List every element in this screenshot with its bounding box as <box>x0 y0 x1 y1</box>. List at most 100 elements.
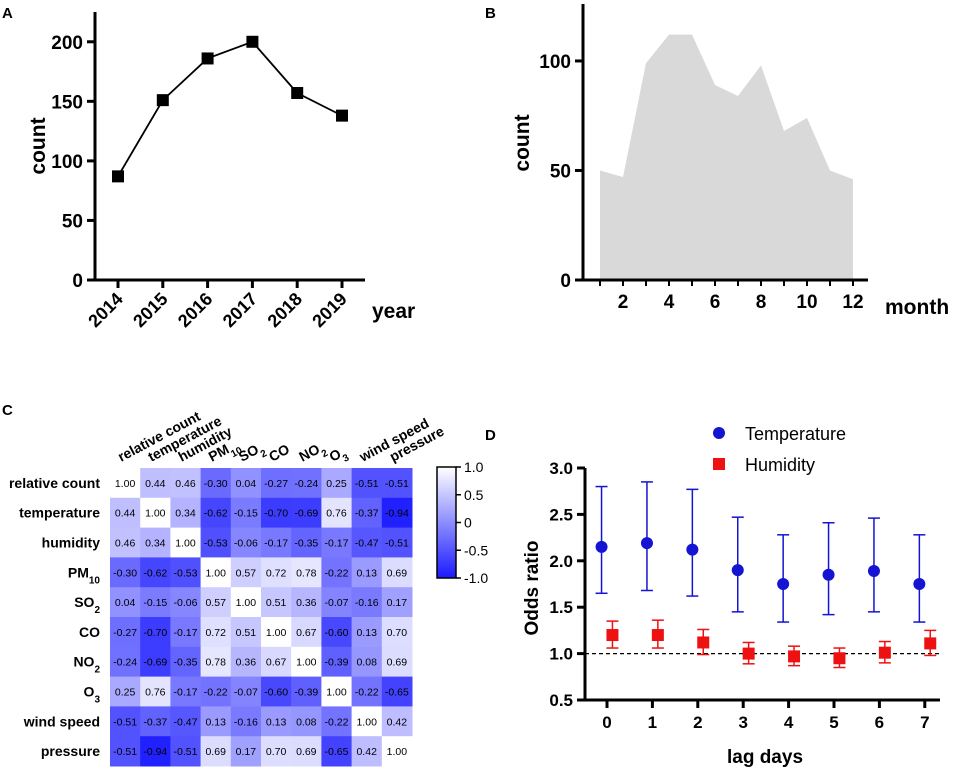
panel-a-line-chart: 0 50 100 150 200 2014 2015 2016 2017 2018 2019 coun… <box>27 12 415 331</box>
c-heatmap-cell <box>140 706 171 737</box>
c-colorbar-tick-label: -1.0 <box>464 570 488 586</box>
c-cell-value: 1.00 <box>145 508 166 520</box>
c-cell-value: 0.08 <box>356 657 377 669</box>
c-cell-value: -0.51 <box>385 478 409 490</box>
c-cell-value: 0.57 <box>205 597 226 609</box>
c-colorbar-tick-label: 1.0 <box>464 459 484 475</box>
c-heatmap-cell <box>261 676 292 707</box>
c-heatmap-cell <box>230 557 262 588</box>
c-heatmap-cell <box>200 706 232 737</box>
c-cell-value: -0.27 <box>113 627 137 639</box>
c-heatmap-cell <box>321 646 353 678</box>
c-heatmap-cell <box>230 706 262 737</box>
c-heatmap-cell <box>381 557 413 588</box>
c-cell-value: -0.65 <box>385 687 409 699</box>
c-cell-value: -0.22 <box>355 687 379 699</box>
panel-c-heatmap: 1.00 0.44 0.46 -0.30 0.04 -0.27 -0.24 0.25 -0.51… <box>9 408 488 767</box>
b-area <box>600 34 853 280</box>
c-heatmap-cell <box>291 676 322 707</box>
c-cell-value: 1.00 <box>205 567 226 579</box>
c-cell-value: 0.08 <box>296 716 317 728</box>
c-cell-value: 0.44 <box>115 508 136 520</box>
c-cell-value: 0.69 <box>296 746 317 758</box>
panel-b-letter: B <box>485 5 496 22</box>
b-x-tick-label: 6 <box>710 292 721 313</box>
c-heatmap-cell <box>381 587 413 618</box>
c-cell-value: -0.62 <box>143 567 167 579</box>
c-colorbar <box>436 466 457 579</box>
c-cell-value: 0.36 <box>236 657 257 669</box>
c-cell-value: 0.67 <box>296 627 317 639</box>
c-heatmap-cell <box>170 468 202 499</box>
a-y-tick-label: 100 <box>51 152 83 173</box>
c-cell-value: -0.69 <box>294 508 318 520</box>
panel-d-scatter: 0.5 1.0 1.5 2.0 2.5 3.0 0 1 2 3 4 5 6 7 Temperature Hum… <box>522 424 940 768</box>
c-cell-value: 0.69 <box>387 657 408 669</box>
c-heatmap-cell <box>291 706 322 737</box>
b-x-tick-label: 10 <box>796 292 817 313</box>
c-heatmap-cell <box>230 646 262 678</box>
c-row-label: humidity <box>42 535 101 551</box>
d-y-tick-label: 1.5 <box>549 598 573 617</box>
d-x-tick-label: 3 <box>738 713 747 732</box>
c-heatmap-cell <box>381 736 413 767</box>
c-heatmap-cell <box>351 736 383 767</box>
d-point-temperature <box>867 565 880 578</box>
c-heatmap-cell <box>321 468 353 499</box>
c-heatmap-cell <box>140 468 171 499</box>
c-cell-value: -0.22 <box>325 716 349 728</box>
c-heatmap-cell <box>110 617 141 648</box>
c-heatmap-cell <box>170 557 202 588</box>
a-data-point <box>291 86 304 99</box>
c-heatmap-cell <box>381 676 413 707</box>
c-heatmap-cell <box>170 646 202 678</box>
c-heatmap-cell <box>200 527 232 558</box>
c-cell-value: -0.30 <box>204 478 228 490</box>
c-heatmap-cell <box>110 736 141 767</box>
c-cell-value: 0.72 <box>205 627 226 639</box>
c-heatmap-cell <box>291 557 322 588</box>
a-series-line <box>117 40 343 177</box>
b-x-tick-label: 2 <box>618 292 629 313</box>
c-cell-value: -0.17 <box>174 687 198 699</box>
panel-b-area-chart: 0 50 100 2 4 6 8 10 12 count month <box>511 4 949 319</box>
c-cell-value: -0.53 <box>204 538 228 550</box>
c-heatmap-cell <box>110 676 141 707</box>
c-heatmap-cell <box>170 497 202 529</box>
a-data-point <box>201 52 214 65</box>
d-point-humidity <box>606 629 619 642</box>
c-heatmap-cell <box>261 527 292 558</box>
c-heatmap-cell <box>200 468 232 499</box>
c-heatmap-cell <box>170 676 202 707</box>
c-heatmap-cell <box>230 468 262 499</box>
b-x-tick-label: 4 <box>664 292 675 313</box>
c-heatmap-cell <box>321 497 353 529</box>
c-heatmap-cell <box>230 527 262 558</box>
c-row-label: CO <box>79 624 100 640</box>
c-heatmap-cell <box>200 676 232 707</box>
c-heatmap-cell <box>381 706 413 737</box>
c-row-label: O3 <box>84 684 101 706</box>
c-cell-value: 1.00 <box>236 597 257 609</box>
c-heatmap-cell <box>381 646 413 678</box>
c-cell-value: -0.51 <box>174 746 198 758</box>
c-cell-value: 0.44 <box>145 478 166 490</box>
c-column-label: CO <box>266 441 292 465</box>
d-legend-marker <box>713 427 725 439</box>
panel-d-letter: D <box>485 427 496 444</box>
c-row-label: NO2 <box>73 654 100 676</box>
c-heatmap-cell <box>261 468 292 499</box>
panel-c-letter: C <box>2 402 13 419</box>
a-data-point <box>156 94 169 107</box>
c-cell-value: 1.00 <box>296 657 317 669</box>
c-cell-value: 1.00 <box>115 478 136 490</box>
c-cell-value: -0.06 <box>234 538 258 550</box>
c-colorbar-tick-label: 0.5 <box>464 487 484 503</box>
d-point-temperature <box>686 543 699 556</box>
d-point-humidity <box>833 652 846 665</box>
c-cell-value: -0.07 <box>325 597 349 609</box>
c-heatmap-cell <box>170 706 202 737</box>
c-cell-value: 0.57 <box>236 567 257 579</box>
c-cell-value: -0.62 <box>204 508 228 520</box>
